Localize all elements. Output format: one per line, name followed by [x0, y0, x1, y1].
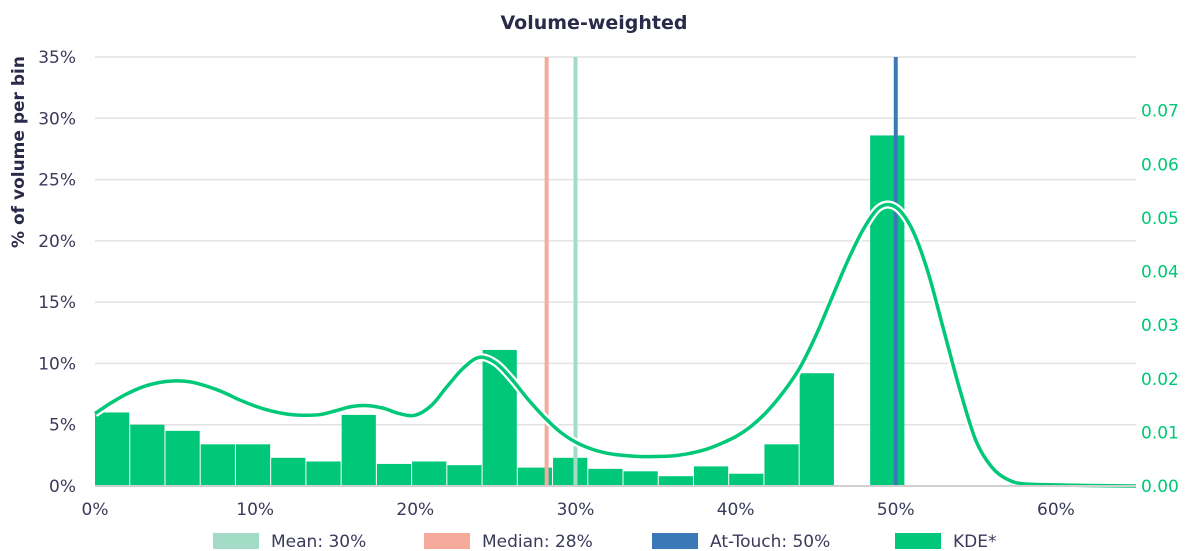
- kde-line: [94, 202, 1137, 488]
- x-tick-label: 10%: [236, 500, 274, 520]
- x-tick-label: 0%: [82, 500, 109, 520]
- y2-tick-label: 0.07: [1141, 102, 1179, 122]
- x-tick-label: 30%: [557, 500, 595, 520]
- histogram-bar: [165, 430, 200, 486]
- y2-tick-label: 0.00: [1141, 477, 1179, 497]
- histogram-bar: [623, 471, 658, 486]
- y-tick-label: 0%: [49, 477, 76, 497]
- y-tick-label: 5%: [49, 416, 76, 436]
- legend-swatch: [652, 533, 698, 549]
- y2-tick-label: 0.06: [1141, 155, 1179, 175]
- legend-label: Mean: 30%: [271, 532, 366, 551]
- chart-title: Volume-weighted: [501, 12, 688, 34]
- histogram-bar: [200, 444, 235, 486]
- x-tick-label: 60%: [1037, 500, 1075, 520]
- histogram-bar: [306, 461, 341, 486]
- legend-swatch: [213, 533, 259, 549]
- y2-tick-label: 0.01: [1141, 423, 1179, 443]
- grid-lines: [95, 56, 1136, 487]
- legend: Mean: 30% Median: 28% At-Touch: 50% KDE*: [213, 532, 996, 551]
- y2-tick-label: 0.02: [1141, 370, 1179, 390]
- y-tick-label: 15%: [38, 293, 76, 313]
- kde-curve: [92, 200, 1137, 490]
- y-tick-label: 20%: [38, 232, 76, 252]
- histogram-bar: [553, 457, 588, 486]
- axes: 0% 10% 20% 30% 40% 50% 60% 0% 5% 10% 15% 20% 25% 30% 3…: [38, 48, 1179, 520]
- legend-swatch: [895, 533, 941, 549]
- histogram-bar: [341, 414, 376, 486]
- legend-label: KDE*: [953, 532, 996, 551]
- y-tick-label: 30%: [38, 109, 76, 129]
- legend-label: At-Touch: 50%: [710, 532, 830, 551]
- y-tick-label: 25%: [38, 171, 76, 191]
- histogram-bar: [870, 135, 905, 486]
- histogram-bar: [729, 473, 764, 486]
- y2-tick-label: 0.05: [1141, 209, 1179, 229]
- y-tick-label: 35%: [38, 48, 76, 68]
- histogram-bar: [271, 457, 306, 486]
- legend-swatch: [424, 533, 470, 549]
- legend-item: At-Touch: 50%: [652, 532, 830, 551]
- legend-item: Median: 28%: [424, 532, 593, 551]
- histogram-bar: [693, 466, 729, 486]
- y-axis-label: % of volume per bin: [9, 56, 29, 248]
- histogram-bar: [658, 476, 693, 486]
- histogram-bar: [799, 373, 834, 486]
- histogram-bar: [235, 444, 271, 486]
- histogram-bar: [376, 463, 412, 486]
- histogram-bar: [517, 467, 553, 486]
- legend-label: Median: 28%: [482, 532, 593, 551]
- histogram-bars: [95, 135, 905, 486]
- histogram-bar: [95, 412, 130, 486]
- x-tick-label: 20%: [396, 500, 434, 520]
- histogram-bar: [764, 444, 799, 486]
- x-tick-label: 50%: [877, 500, 915, 520]
- y2-tick-label: 0.03: [1141, 316, 1179, 336]
- histogram-bar: [447, 465, 482, 486]
- x-tick-label: 40%: [717, 500, 755, 520]
- histogram-bar: [412, 461, 447, 486]
- y-tick-label: 10%: [38, 354, 76, 374]
- legend-item: Mean: 30%: [213, 532, 366, 551]
- y2-tick-label: 0.04: [1141, 263, 1179, 283]
- histogram-bar: [588, 468, 623, 486]
- kde-line-halo: [92, 200, 1137, 490]
- legend-item: KDE*: [895, 532, 996, 551]
- histogram-bar: [130, 424, 165, 486]
